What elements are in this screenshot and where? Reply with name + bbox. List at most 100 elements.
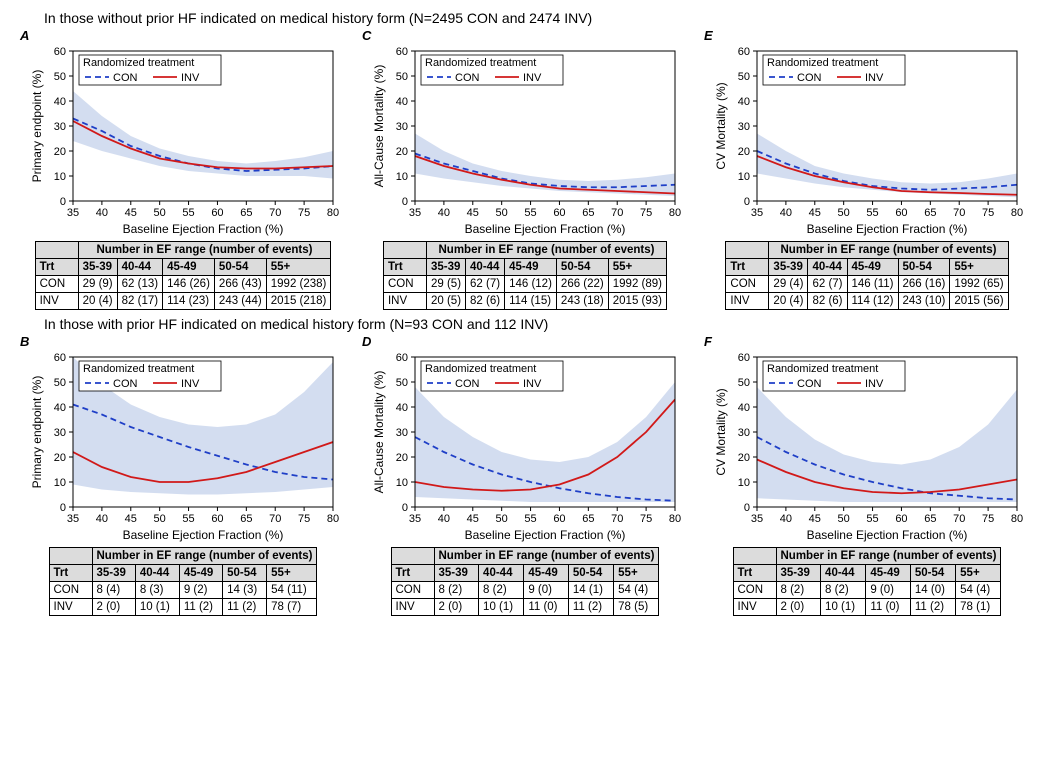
x-axis-title: Baseline Ejection Fraction (%) bbox=[123, 528, 284, 542]
x-tick-label: 55 bbox=[866, 207, 878, 219]
y-tick-label: 60 bbox=[738, 352, 750, 364]
x-tick-label: 55 bbox=[524, 207, 536, 219]
legend-con-label: CON bbox=[113, 378, 138, 390]
x-tick-label: 80 bbox=[1011, 513, 1023, 525]
table-header-title: Number in EF range (number of events) bbox=[92, 548, 317, 565]
x-tick-label: 65 bbox=[240, 513, 252, 525]
y-tick-label: 0 bbox=[402, 196, 408, 208]
y-tick-label: 60 bbox=[54, 352, 66, 364]
table-row: CON8 (4)8 (3)9 (2)14 (3)54 (11) bbox=[49, 582, 317, 599]
table-cell: 8 (4) bbox=[92, 582, 135, 599]
panel-B-col: B354045505560657075800102030405060Baseli… bbox=[18, 334, 348, 616]
legend-title: Randomized treatment bbox=[425, 363, 536, 375]
x-tick-label: 55 bbox=[524, 513, 536, 525]
y-tick-label: 10 bbox=[396, 477, 408, 489]
table-cell: 2015 (56) bbox=[950, 293, 1008, 310]
x-tick-label: 60 bbox=[553, 513, 565, 525]
table-header-title: Number in EF range (number of events) bbox=[434, 548, 659, 565]
x-tick-label: 40 bbox=[96, 207, 108, 219]
table-header-trt: Trt bbox=[383, 259, 426, 276]
table-header-range: 35-39 bbox=[78, 259, 117, 276]
table-cell: 114 (23) bbox=[163, 293, 215, 310]
x-tick-label: 50 bbox=[496, 207, 508, 219]
x-tick-label: 65 bbox=[582, 513, 594, 525]
legend-inv-label: INV bbox=[865, 72, 884, 84]
x-axis-title: Baseline Ejection Fraction (%) bbox=[807, 222, 968, 236]
x-tick-label: 70 bbox=[269, 513, 281, 525]
table-row-label: CON bbox=[726, 276, 769, 293]
legend-inv-label: INV bbox=[181, 378, 200, 390]
table-cell: 29 (9) bbox=[78, 276, 117, 293]
table-cell: 11 (0) bbox=[866, 599, 911, 616]
table-cell: 14 (3) bbox=[223, 582, 267, 599]
x-tick-label: 45 bbox=[809, 513, 821, 525]
table-cell: 8 (3) bbox=[135, 582, 179, 599]
x-tick-label: 60 bbox=[553, 207, 565, 219]
x-tick-label: 75 bbox=[982, 513, 994, 525]
y-tick-label: 40 bbox=[396, 96, 408, 108]
x-tick-label: 80 bbox=[327, 207, 339, 219]
x-tick-label: 65 bbox=[924, 207, 936, 219]
table-cell: 2015 (93) bbox=[608, 293, 666, 310]
table-header-range: 55+ bbox=[266, 259, 331, 276]
y-tick-label: 20 bbox=[54, 452, 66, 464]
y-tick-label: 0 bbox=[60, 502, 66, 514]
chart-wrap: 354045505560657075800102030405060Baselin… bbox=[712, 43, 1022, 237]
table-cell: 146 (12) bbox=[505, 276, 557, 293]
table-header-range: 50-54 bbox=[223, 565, 267, 582]
y-tick-label: 50 bbox=[738, 377, 750, 389]
ef-table-E: Number in EF range (number of events)Trt… bbox=[725, 241, 1008, 310]
x-tick-label: 80 bbox=[669, 207, 681, 219]
y-tick-label: 0 bbox=[744, 502, 750, 514]
table-row: CON29 (9)62 (13)146 (26)266 (43)1992 (23… bbox=[35, 276, 331, 293]
y-tick-label: 0 bbox=[60, 196, 66, 208]
y-tick-label: 30 bbox=[396, 427, 408, 439]
x-tick-label: 35 bbox=[67, 513, 79, 525]
x-axis-title: Baseline Ejection Fraction (%) bbox=[465, 222, 626, 236]
panel-letter: A bbox=[20, 28, 29, 43]
table-header-range: 35-39 bbox=[434, 565, 479, 582]
y-tick-label: 20 bbox=[738, 452, 750, 464]
table-row-label: CON bbox=[383, 276, 426, 293]
table-cell: 11 (2) bbox=[179, 599, 222, 616]
table-cell: 9 (2) bbox=[179, 582, 222, 599]
table-header-range: 35-39 bbox=[426, 259, 465, 276]
x-tick-label: 55 bbox=[182, 513, 194, 525]
table-header-range: 55+ bbox=[614, 565, 659, 582]
ef-table-B: Number in EF range (number of events)Trt… bbox=[49, 547, 318, 616]
table-cell: 8 (2) bbox=[434, 582, 479, 599]
ci-band bbox=[757, 387, 1017, 502]
table-row: INV20 (4)82 (6)114 (12)243 (10)2015 (56) bbox=[726, 293, 1008, 310]
table-cell: 20 (4) bbox=[769, 293, 808, 310]
table-cell: 10 (1) bbox=[821, 599, 866, 616]
table-cell: 82 (6) bbox=[466, 293, 505, 310]
legend-con-label: CON bbox=[455, 72, 480, 84]
table-cell: 243 (44) bbox=[214, 293, 266, 310]
table-header-trt: Trt bbox=[35, 259, 78, 276]
y-tick-label: 50 bbox=[738, 71, 750, 83]
table-cell: 11 (0) bbox=[524, 599, 569, 616]
x-tick-label: 70 bbox=[269, 207, 281, 219]
table-header-range: 35-39 bbox=[776, 565, 821, 582]
panel-D-col: D354045505560657075800102030405060Baseli… bbox=[360, 334, 690, 616]
y-tick-label: 20 bbox=[396, 452, 408, 464]
x-tick-label: 75 bbox=[982, 207, 994, 219]
legend-inv-label: INV bbox=[181, 72, 200, 84]
table-cell: 78 (7) bbox=[267, 599, 317, 616]
ef-table-D: Number in EF range (number of events)Trt… bbox=[391, 547, 660, 616]
table-row: CON8 (2)8 (2)9 (0)14 (1)54 (4) bbox=[391, 582, 659, 599]
table-cell: 11 (2) bbox=[568, 599, 613, 616]
table-row-label: INV bbox=[733, 599, 776, 616]
table-header-blank bbox=[383, 242, 426, 259]
panel-C-col: C354045505560657075800102030405060Baseli… bbox=[360, 28, 690, 310]
table-header-trt: Trt bbox=[726, 259, 769, 276]
table-cell: 243 (18) bbox=[556, 293, 608, 310]
legend-inv-label: INV bbox=[523, 72, 542, 84]
chart-wrap: 354045505560657075800102030405060Baselin… bbox=[370, 43, 680, 237]
legend-title: Randomized treatment bbox=[83, 57, 194, 69]
table-cell: 1992 (89) bbox=[608, 276, 666, 293]
table-header-title: Number in EF range (number of events) bbox=[78, 242, 331, 259]
x-tick-label: 45 bbox=[125, 513, 137, 525]
x-tick-label: 50 bbox=[154, 513, 166, 525]
table-row-label: CON bbox=[391, 582, 434, 599]
